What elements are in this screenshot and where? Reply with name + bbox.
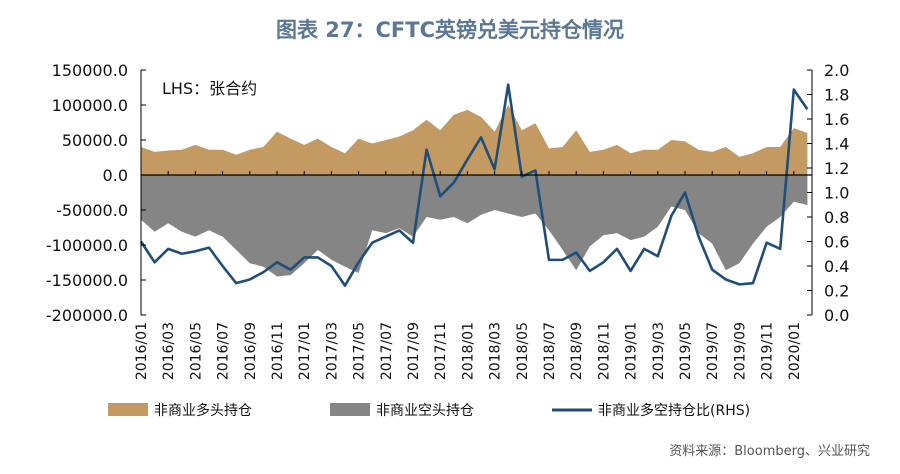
right-tick-label: 1.0 xyxy=(824,184,849,203)
x-tick-label: 2017/09 xyxy=(406,322,422,380)
left-tick-label: 150000.0 xyxy=(52,61,128,80)
x-tick-label: 2020/01 xyxy=(787,322,803,380)
left-tick-label: -50000.0 xyxy=(56,201,128,220)
right-tick-label: 1.4 xyxy=(824,135,849,154)
right-tick-label: 0.6 xyxy=(824,233,849,252)
ratio-line xyxy=(139,83,809,287)
x-tick-label: 2019/03 xyxy=(651,322,667,380)
x-tick-label: 2017/05 xyxy=(352,322,368,380)
right-tick-label: 0.4 xyxy=(824,257,849,276)
x-tick-label: 2019/09 xyxy=(732,322,748,380)
x-tick-label: 2018/01 xyxy=(460,322,476,380)
x-tick-label: 2019/01 xyxy=(624,322,640,380)
right-tick-label: 1.6 xyxy=(824,110,849,129)
x-tick-label: 2018/09 xyxy=(569,322,585,380)
x-tick-label: 2019/07 xyxy=(705,322,721,380)
x-tick-label: 2017/03 xyxy=(324,322,340,380)
right-tick-label: 0.2 xyxy=(824,282,849,301)
x-tick-label: 2018/11 xyxy=(596,322,612,380)
left-tick-label: -150000.0 xyxy=(46,271,128,290)
x-tick-label: 2018/03 xyxy=(488,322,504,380)
x-tick-label: 2016/09 xyxy=(243,322,259,380)
left-tick-label: 0.0 xyxy=(103,166,128,185)
left-tick-label: -200000.0 xyxy=(46,306,128,325)
x-tick-label: 2017/11 xyxy=(433,322,449,380)
x-tick-label: 2017/07 xyxy=(379,322,395,380)
x-tick-label: 2016/05 xyxy=(188,322,204,380)
unit-annotation: LHS：张合约 xyxy=(162,79,257,98)
x-tick-label: 2018/07 xyxy=(542,322,558,380)
chart-title: 图表 27：CFTC英镑兑美元持仓情况 xyxy=(275,18,625,42)
legend-swatch-long xyxy=(108,403,148,416)
x-tick-label: 2016/03 xyxy=(161,322,177,380)
legend-label-ratio: 非商业多空持仓比(RHS) xyxy=(598,402,750,419)
legend-label-long: 非商业多头持仓 xyxy=(154,402,252,419)
x-tick-label: 2017/01 xyxy=(297,322,313,380)
legend-swatch-short xyxy=(330,403,370,416)
x-tick-label: 2016/01 xyxy=(134,322,150,380)
source-note: 资料来源：Bloomberg、兴业研究 xyxy=(669,444,870,459)
left-tick-label: 100000.0 xyxy=(52,96,128,115)
right-tick-label: 1.2 xyxy=(824,159,849,178)
legend-label-short: 非商业空头持仓 xyxy=(376,403,474,419)
x-tick-label: 2016/11 xyxy=(270,322,286,380)
short-position-area xyxy=(141,175,808,277)
right-tick-label: 1.8 xyxy=(824,86,849,105)
x-tick-label: 2016/07 xyxy=(216,322,232,380)
x-tick-label: 2019/05 xyxy=(678,322,694,380)
long-position-area xyxy=(141,105,808,175)
right-tick-label: 0.8 xyxy=(824,208,849,227)
left-tick-label: 50000.0 xyxy=(62,131,128,150)
x-tick-label: 2018/05 xyxy=(515,322,531,380)
right-tick-label: 0.0 xyxy=(824,306,849,325)
left-tick-label: -100000.0 xyxy=(46,236,128,255)
right-tick-label: 2.0 xyxy=(824,61,849,80)
x-tick-label: 2019/11 xyxy=(760,322,776,380)
